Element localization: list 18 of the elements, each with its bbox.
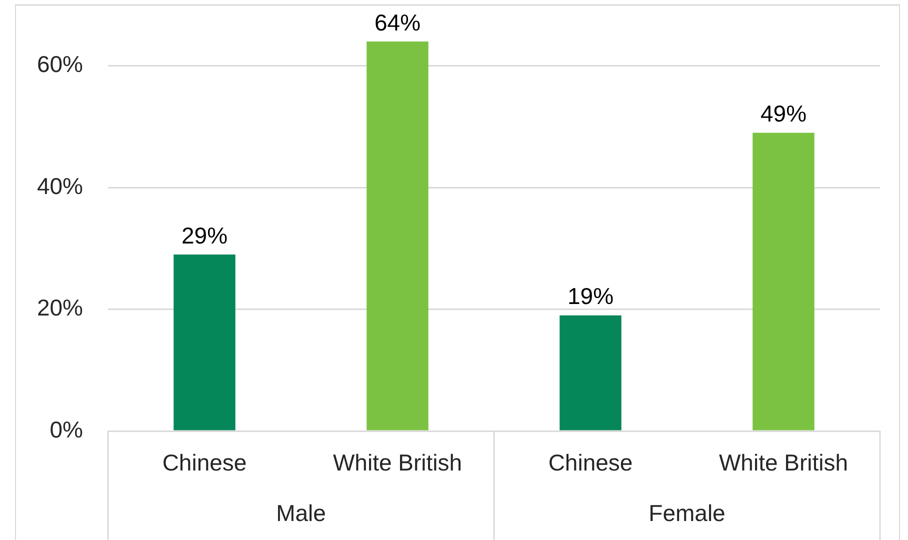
bar <box>174 254 236 430</box>
y-tick-label: 0% <box>50 416 83 442</box>
y-tick-label: 60% <box>36 51 83 78</box>
data-label: 49% <box>760 100 807 127</box>
y-tick-label: 40% <box>36 172 83 199</box>
text: White British <box>718 449 848 476</box>
text: Chinese <box>548 449 633 476</box>
bar <box>366 42 428 430</box>
series-label: White British <box>332 449 462 476</box>
y-tick-label: 20% <box>36 294 83 321</box>
x-tick-label: Female <box>648 500 726 526</box>
series-label: Chinese <box>162 449 247 476</box>
x-tick-label: Male <box>276 500 326 526</box>
bar <box>752 132 814 430</box>
data-label: 29% <box>181 222 228 248</box>
data-label: 64% <box>374 9 421 36</box>
data-label: 19% <box>567 283 614 310</box>
bar <box>560 315 622 430</box>
